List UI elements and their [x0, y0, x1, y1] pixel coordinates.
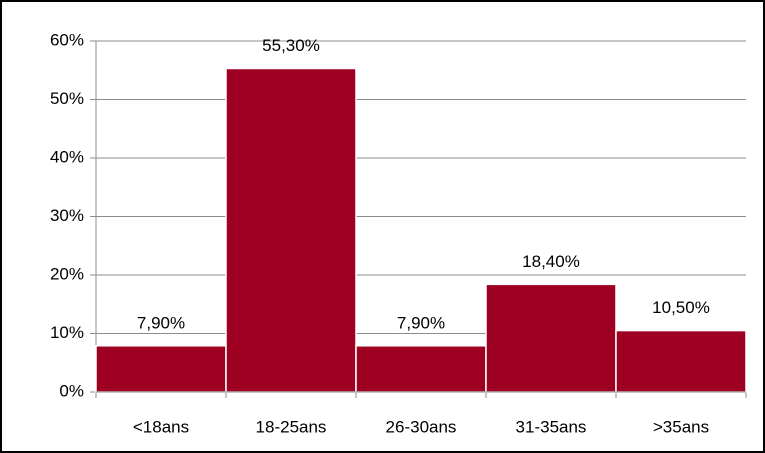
bar: [355, 345, 487, 393]
data-label: 18,40%: [522, 252, 580, 271]
y-tick-label: 20%: [50, 264, 84, 283]
bar: [225, 67, 357, 393]
data-label: 7,90%: [397, 313, 445, 332]
bar: [95, 345, 227, 393]
y-tick-label: 0%: [59, 381, 84, 400]
data-label: 7,90%: [137, 313, 185, 332]
data-label: 55,30%: [262, 36, 320, 55]
y-tick-label: 60%: [50, 30, 84, 49]
bar: [615, 329, 747, 393]
data-label: 10,50%: [652, 298, 710, 317]
x-tick-label: <18ans: [133, 417, 189, 436]
x-tick-label: 26-30ans: [386, 417, 457, 436]
y-tick-label: 40%: [50, 147, 84, 166]
x-tick-label: 31-35ans: [516, 417, 587, 436]
y-tick-label: 30%: [50, 206, 84, 225]
y-tick-label: 50%: [50, 89, 84, 108]
y-tick-label: 10%: [50, 323, 84, 342]
x-tick-label: >35ans: [653, 417, 709, 436]
x-tick-label: 18-25ans: [256, 417, 327, 436]
bar: [485, 283, 617, 393]
